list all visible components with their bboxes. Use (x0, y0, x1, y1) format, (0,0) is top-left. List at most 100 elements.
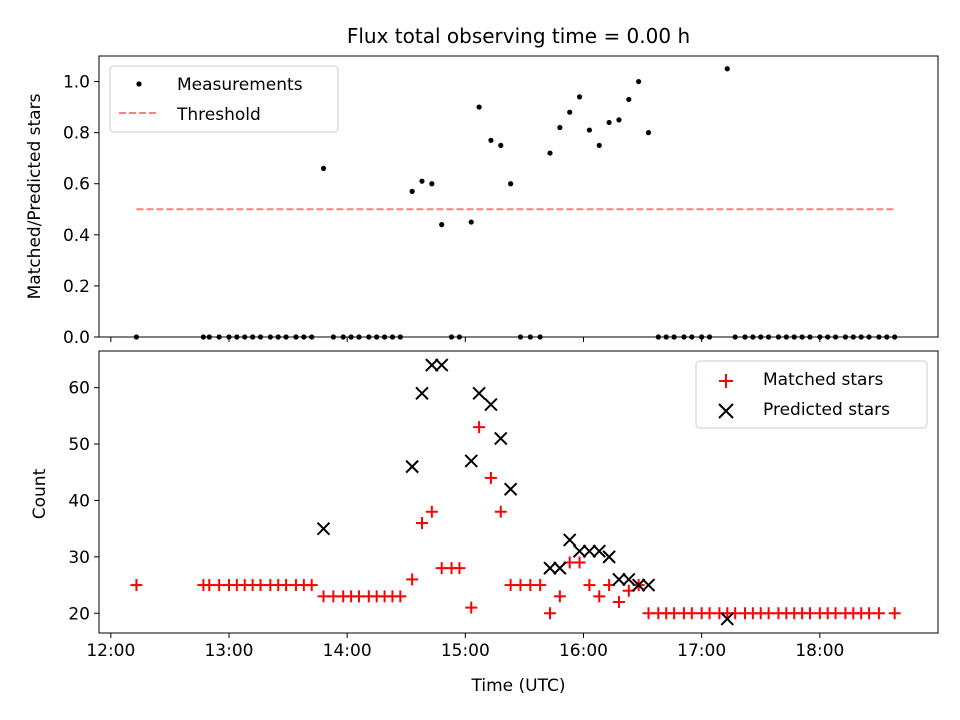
predicted-stars-point (631, 578, 646, 592)
measurements-point (476, 104, 482, 110)
top-axes-frame (98, 55, 939, 338)
measurements-point (439, 222, 445, 228)
bottom-ytick-label: 20 (68, 604, 90, 624)
predicted-stars-point (543, 561, 557, 575)
matched-stars-point (544, 607, 557, 620)
predicted-stars-point (572, 544, 587, 558)
legend-matched-marker (719, 374, 733, 388)
matched-stars-point (612, 595, 625, 608)
predicted-stars-point (494, 431, 508, 446)
predicted-stars-point (464, 454, 478, 468)
measurements-point (606, 119, 612, 126)
matched-stars-point (406, 573, 419, 586)
matched-stars-point (473, 421, 486, 434)
bottom-axes-frame (98, 350, 939, 634)
predicted-stars-point (562, 533, 577, 547)
matched-stars-point (484, 471, 497, 484)
measurements-point (468, 219, 474, 225)
bottom-legend: Matched stars Predicted stars (695, 360, 928, 429)
measurements-point (576, 94, 583, 100)
bottom-ytick-label: 40 (68, 491, 90, 511)
measurements-point (547, 150, 553, 156)
bottom-xtick-label: 18:00 (795, 641, 844, 661)
predicted-stars-point (582, 544, 597, 558)
predicted-stars-point (612, 572, 626, 587)
matched-stars-point (593, 590, 606, 603)
measurements-point (616, 117, 622, 123)
bottom-ytick-label: 30 (68, 548, 90, 568)
measurements-point (409, 188, 415, 194)
measurements-point (645, 130, 652, 136)
matched-stars-point (872, 607, 885, 620)
measurements-point (508, 181, 514, 187)
bottom-xtick-label: 17:00 (677, 641, 726, 661)
bottom-xlabel: Time (UTC) (471, 676, 566, 696)
measurements-point (596, 142, 602, 149)
top-ytick-label: 0.2 (63, 277, 90, 297)
predicted-stars-point (503, 482, 518, 496)
predicted-stars-point (434, 358, 449, 372)
matched-stars-point (425, 505, 438, 518)
legend-threshold-label: Threshold (176, 105, 261, 125)
bottom-panel: 12:00 13:00 14:00 15:00 16:00 17:00 18:00 20 30 4… (30, 350, 939, 696)
bottom-xtick-label: 14:00 (323, 641, 372, 661)
top-marks (133, 66, 898, 340)
matched-stars-point (394, 590, 407, 603)
measurements-point (419, 178, 425, 184)
predicted-stars-point (602, 550, 616, 564)
matched-stars-point (465, 601, 478, 614)
predicted-stars-point (415, 386, 429, 401)
matched-stars-point (305, 579, 318, 592)
top-legend: Measurements Threshold (109, 65, 339, 133)
measurements-point (586, 127, 593, 133)
top-legend-box (109, 65, 339, 133)
matched-stars-point (573, 556, 586, 569)
top-panel: 0.0 0.2 0.4 0.6 0.8 1.0 Matched/Predicted sta… (25, 55, 939, 348)
legend-predicted-marker (718, 403, 734, 419)
measurements-point (498, 142, 504, 149)
matched-stars-point (553, 590, 566, 603)
predicted-stars-point (622, 572, 636, 587)
bottom-xtick-label: 15:00 (441, 641, 490, 661)
predicted-stars-point (553, 561, 567, 575)
matched-stars-point (453, 562, 466, 575)
predicted-stars-point (720, 612, 734, 626)
measurements-point (557, 124, 563, 131)
measurements-point (636, 78, 642, 85)
predicted-stars-point (472, 386, 486, 401)
top-ytick-label: 0.8 (63, 124, 90, 144)
measurements-point (724, 66, 730, 72)
legend-predicted-label: Predicted stars (763, 400, 890, 420)
top-ytick-label: 0.4 (63, 226, 90, 246)
bottom-ticks: 12:00 13:00 14:00 15:00 16:00 17:00 18:00 20 30 4… (68, 379, 844, 661)
matched-stars-point (888, 607, 901, 620)
legend-matched-label: Matched stars (763, 370, 883, 390)
predicted-stars-point (316, 521, 331, 536)
predicted-stars-point (484, 397, 498, 412)
top-ticks: 0.0 0.2 0.4 0.6 0.8 1.0 (63, 73, 821, 348)
figure-title: Flux total observing time = 0.00 h (347, 24, 690, 48)
bottom-marks (130, 358, 901, 626)
matched-stars-point (415, 517, 428, 530)
top-ylabel: Matched/Predicted stars (25, 93, 45, 299)
measurements-point (488, 137, 494, 143)
bottom-ylabel: Count (30, 468, 50, 519)
predicted-stars-point (425, 358, 439, 372)
measurements-point (626, 96, 632, 103)
predicted-stars-point (641, 578, 656, 592)
bottom-xtick-label: 16:00 (559, 641, 608, 661)
top-ytick-label: 0.6 (63, 175, 90, 195)
measurements-point (429, 181, 435, 187)
predicted-stars-point (592, 544, 606, 558)
bottom-xtick-label: 13:00 (204, 641, 253, 661)
top-ytick-label: 0.0 (63, 328, 90, 348)
bottom-xtick-label: 12:00 (86, 641, 135, 661)
legend-measurements-label: Measurements (177, 75, 303, 95)
bottom-ytick-label: 50 (68, 435, 90, 455)
predicted-stars-point (405, 459, 419, 474)
matched-stars-point (583, 579, 596, 592)
legend-measurements-marker (136, 81, 142, 87)
top-ytick-label: 1.0 (63, 73, 90, 93)
bottom-ytick-label: 60 (68, 379, 90, 399)
